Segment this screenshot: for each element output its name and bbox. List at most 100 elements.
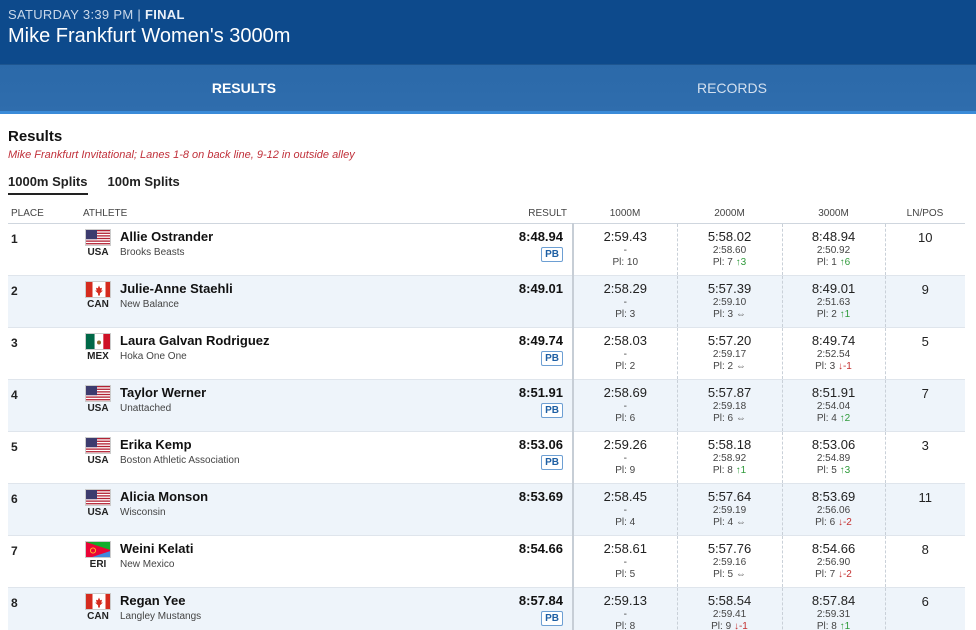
athlete-team: Hoka One One — [120, 350, 187, 362]
athlete-name[interactable]: Regan Yee — [120, 592, 186, 608]
split-place-label: Pl: 6 — [815, 516, 836, 528]
split-1000m-lap: - — [623, 452, 627, 464]
table-row[interactable]: 8 CAN Regan Yee Langley Mustangs 8:57.84 PB 2:… — [8, 587, 965, 630]
split-2000m-cell: 5:58.54 2:59.41 Pl: 9 ↓-1 — [677, 587, 783, 630]
split-1000m-lap: - — [623, 400, 627, 412]
split-2000m-place: Pl: 4 ⇔ — [678, 517, 782, 528]
table-row[interactable]: 1 USA Allie Ostrander Brooks Beasts 8:48.94 P… — [8, 223, 965, 276]
split-3000m-cell: 8:54.66 2:56.90 Pl: 7 ↓-2 — [782, 535, 886, 588]
split-3000m-time: 8:57.84 — [811, 592, 856, 608]
tab-1000m-splits[interactable]: 1000m Splits — [8, 174, 88, 195]
pb-badge: PB — [541, 402, 563, 418]
split-1000m-time: 2:59.43 — [603, 228, 647, 244]
split-1000m-cell: 2:58.61- Pl: 5 — [573, 535, 678, 588]
split-2000m-lap: 2:59.10 — [712, 296, 747, 308]
tab-results[interactable]: RESULTS — [211, 80, 277, 96]
split-3000m-cell: 8:49.74 2:52.54 Pl: 3 ↓-1 — [782, 327, 886, 380]
lane-cell: 5 — [885, 327, 965, 380]
position-change-icon: ↓-2 — [837, 516, 852, 528]
position-change-icon: ↑2 — [839, 412, 851, 424]
athlete-name[interactable]: Weini Kelati — [120, 540, 194, 556]
flag-can-icon — [85, 280, 111, 298]
flag-usa-icon — [85, 436, 111, 454]
tab-records[interactable]: RECORDS — [696, 80, 767, 96]
split-place-label: Pl: 7 — [712, 256, 733, 268]
position-change-icon: ⇔ — [735, 412, 746, 424]
split-place-label: Pl: 5 — [713, 568, 734, 580]
split-place-label: Pl: 1 — [816, 256, 837, 268]
split-3000m-time: 8:49.74 — [811, 332, 856, 348]
split-tabs: 1000m Splits 100m Splits — [8, 174, 968, 195]
split-1000m-time: 2:58.29 — [603, 280, 647, 296]
flag-usa-icon — [85, 384, 111, 402]
split-3000m-time: 8:53.06 — [811, 436, 856, 452]
result-cell: 8:53.06 PB — [381, 431, 574, 484]
split-3000m-cell: 8:49.01 2:51.63 Pl: 2 ↑1 — [782, 275, 886, 328]
split-place-label: Pl: 8 — [712, 464, 733, 476]
position-change-icon: ↑1 — [735, 464, 747, 476]
split-3000m-lap: 2:54.04 — [816, 400, 851, 412]
table-row[interactable]: 6 USA Alicia Monson Wisconsin 8:53.69 2:58.45… — [8, 483, 965, 536]
event-status: FINAL — [144, 7, 185, 22]
lane-cell: 6 — [885, 587, 965, 630]
lane-cell: 8 — [885, 535, 965, 588]
athlete-team: New Mexico — [120, 558, 175, 570]
country-cell: MEX — [80, 327, 116, 380]
athlete-name[interactable]: Taylor Werner — [120, 384, 207, 400]
split-2000m-lap: 2:59.17 — [712, 348, 747, 360]
split-1000m-place: Pl: 2 — [574, 361, 677, 372]
split-2000m-place: Pl: 6 ⇔ — [678, 413, 782, 424]
position-change-icon: ↑3 — [735, 256, 747, 268]
country-cell: USA — [80, 483, 116, 536]
table-row[interactable]: 2 CAN Julie-Anne Staehli New Balance 8:49.01… — [8, 275, 965, 328]
place-cell: 4 — [8, 379, 80, 432]
results-note: Mike Frankfurt Invitational; Lanes 1-8 o… — [8, 149, 355, 161]
split-2000m-time: 5:57.20 — [707, 332, 752, 348]
split-place-label: Pl: 3 — [615, 308, 636, 320]
split-place-label: Pl: 8 — [816, 620, 837, 630]
table-row[interactable]: 4 USA Taylor Werner Unattached 8:51.91 PB 2:58… — [8, 379, 965, 432]
tab-100m-splits[interactable]: 100m Splits — [107, 174, 180, 189]
lane-cell: 11 — [885, 483, 965, 536]
pb-badge: PB — [541, 350, 563, 366]
table-row[interactable]: 7 ERI Weini Kelati New Mexico 8:54.66 2:58.61… — [8, 535, 965, 588]
position-change-icon: ⇔ — [735, 360, 746, 372]
athlete-name[interactable]: Allie Ostrander — [120, 228, 214, 244]
split-3000m-place: Pl: 1 ↑6 — [783, 257, 885, 268]
athlete-cell: Allie Ostrander Brooks Beasts — [116, 223, 381, 276]
split-3000m-place: Pl: 6 ↓-2 — [783, 517, 885, 528]
athlete-name[interactable]: Alicia Monson — [120, 488, 209, 504]
split-1000m-place: Pl: 4 — [574, 517, 677, 528]
split-1000m-cell: 2:58.03- Pl: 2 — [573, 327, 678, 380]
split-3000m-time: 8:49.01 — [811, 280, 856, 296]
split-2000m-cell: 5:58.02 2:58.60 Pl: 7 ↑3 — [677, 223, 783, 276]
split-3000m-cell: 8:51.91 2:54.04 Pl: 4 ↑2 — [782, 379, 886, 432]
athlete-name[interactable]: Julie-Anne Staehli — [120, 280, 233, 296]
split-place-label: Pl: 2 — [816, 308, 837, 320]
split-2000m-lap: 2:58.60 — [712, 244, 747, 256]
split-2000m-time: 5:57.39 — [707, 280, 752, 296]
split-1000m-time: 2:59.13 — [603, 592, 647, 608]
split-place-label: Pl: 3 — [713, 308, 734, 320]
split-1000m-lap: - — [623, 504, 627, 516]
athlete-team: Boston Athletic Association — [120, 454, 240, 466]
country-cell: CAN — [80, 275, 116, 328]
country-cell: USA — [80, 223, 116, 276]
table-row[interactable]: 3 MEX Laura Galvan Rodriguez Hoka One One 8:… — [8, 327, 965, 380]
result-time: 8:53.06 — [518, 436, 563, 452]
place-cell: 5 — [8, 431, 80, 484]
split-1000m-cell: 2:59.26- Pl: 9 — [573, 431, 678, 484]
flag-eri-icon — [85, 540, 111, 558]
table-row[interactable]: 5 USA Erika Kemp Boston Athletic Associatio… — [8, 431, 965, 484]
athlete-name[interactable]: Laura Galvan Rodriguez — [120, 332, 270, 348]
result-time: 8:53.69 — [518, 488, 563, 504]
split-2000m-cell: 5:57.64 2:59.19 Pl: 4 ⇔ — [677, 483, 783, 536]
athlete-name[interactable]: Erika Kemp — [120, 436, 192, 452]
split-place-label: Pl: 8 — [615, 620, 636, 630]
event-title: Mike Frankfurt Women's 3000m — [8, 25, 291, 47]
results-section: Results Mike Frankfurt Invitational; Lan… — [0, 114, 976, 630]
split-3000m-lap: 2:51.63 — [816, 296, 851, 308]
split-1000m-cell: 2:58.45- Pl: 4 — [573, 483, 678, 536]
country-cell: CAN — [80, 587, 116, 630]
flag-usa-icon — [85, 228, 111, 246]
